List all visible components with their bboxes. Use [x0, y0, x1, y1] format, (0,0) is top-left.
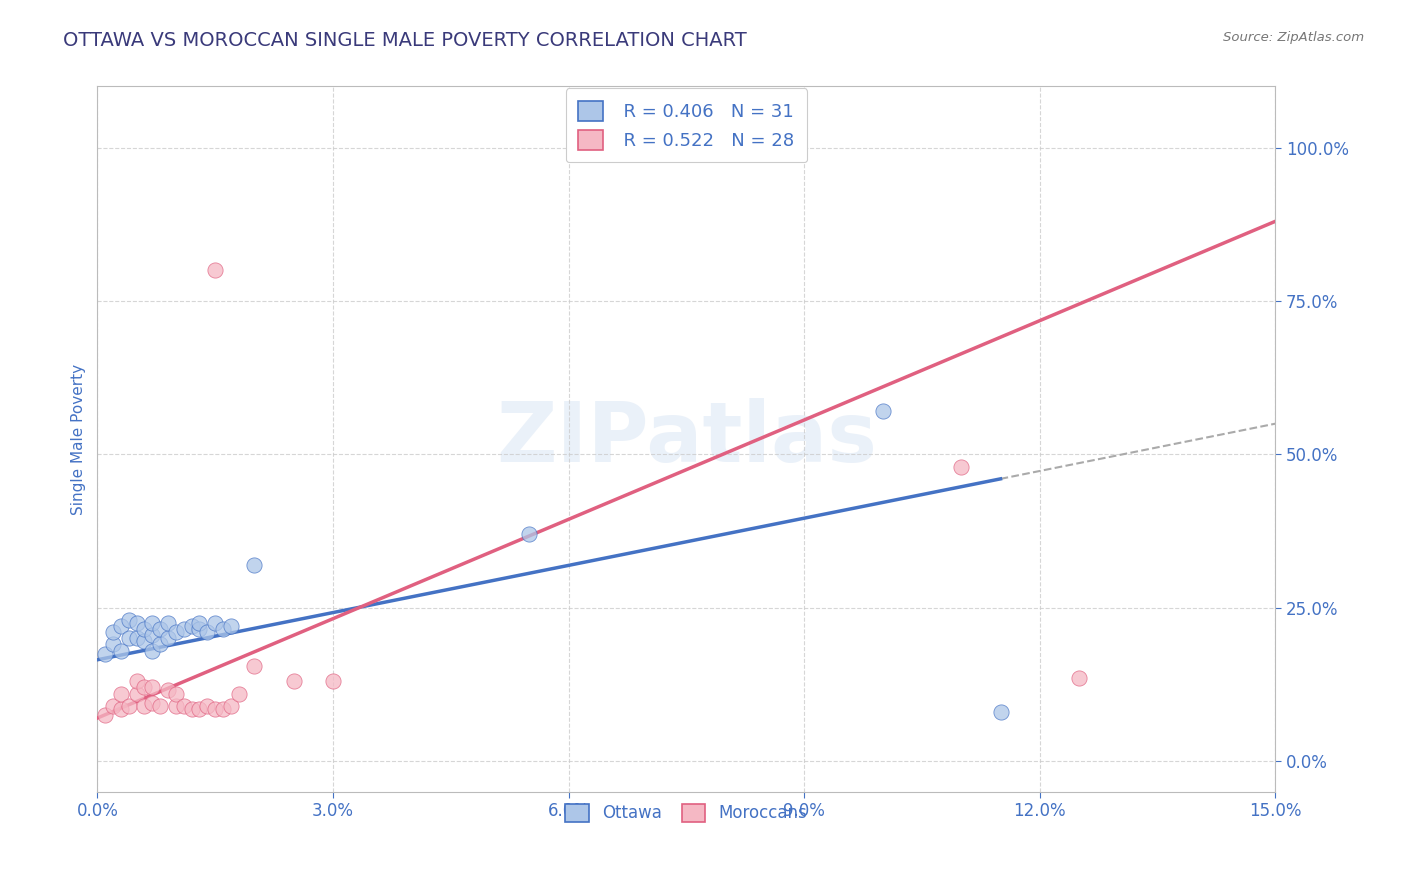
Point — [110, 702, 132, 716]
Point — [157, 615, 180, 630]
Point — [141, 615, 163, 630]
Point — [165, 698, 187, 713]
Point — [212, 622, 235, 636]
Point — [101, 625, 124, 640]
Point — [165, 686, 187, 700]
Point — [101, 637, 124, 651]
Point — [219, 619, 242, 633]
Y-axis label: Single Male Poverty: Single Male Poverty — [72, 363, 86, 515]
Point — [134, 634, 156, 648]
Point — [950, 459, 973, 474]
Point — [219, 698, 242, 713]
Point — [165, 625, 187, 640]
Text: Source: ZipAtlas.com: Source: ZipAtlas.com — [1223, 31, 1364, 45]
Point — [110, 643, 132, 657]
Point — [94, 708, 117, 723]
Text: OTTAWA VS MOROCCAN SINGLE MALE POVERTY CORRELATION CHART: OTTAWA VS MOROCCAN SINGLE MALE POVERTY C… — [63, 31, 747, 50]
Point — [212, 702, 235, 716]
Text: ZIPatlas: ZIPatlas — [496, 399, 877, 480]
Point — [134, 681, 156, 695]
Point — [134, 698, 156, 713]
Legend: Ottawa, Moroccans: Ottawa, Moroccans — [558, 797, 814, 830]
Point — [228, 686, 250, 700]
Point — [322, 674, 344, 689]
Point — [101, 698, 124, 713]
Point — [243, 659, 266, 673]
Point — [195, 625, 218, 640]
Point — [118, 698, 141, 713]
Point — [149, 637, 172, 651]
Point — [204, 702, 226, 716]
Point — [149, 698, 172, 713]
Point — [149, 622, 172, 636]
Point — [283, 674, 305, 689]
Point — [125, 674, 148, 689]
Point — [1067, 671, 1090, 685]
Point — [180, 702, 202, 716]
Point — [204, 615, 226, 630]
Point — [134, 622, 156, 636]
Point — [118, 613, 141, 627]
Point — [118, 632, 141, 646]
Point — [125, 615, 148, 630]
Point — [110, 686, 132, 700]
Point — [157, 683, 180, 698]
Point — [195, 698, 218, 713]
Point — [173, 622, 195, 636]
Point — [141, 681, 163, 695]
Point — [125, 632, 148, 646]
Point — [157, 632, 180, 646]
Point — [188, 702, 211, 716]
Point — [141, 643, 163, 657]
Point — [173, 698, 195, 713]
Point — [141, 696, 163, 710]
Point — [517, 527, 540, 541]
Point — [141, 628, 163, 642]
Point — [188, 622, 211, 636]
Point — [125, 686, 148, 700]
Point — [243, 558, 266, 572]
Point — [94, 647, 117, 661]
Point — [110, 619, 132, 633]
Point — [180, 619, 202, 633]
Point — [990, 705, 1012, 719]
Point — [872, 404, 894, 418]
Point — [204, 263, 226, 277]
Point — [188, 615, 211, 630]
